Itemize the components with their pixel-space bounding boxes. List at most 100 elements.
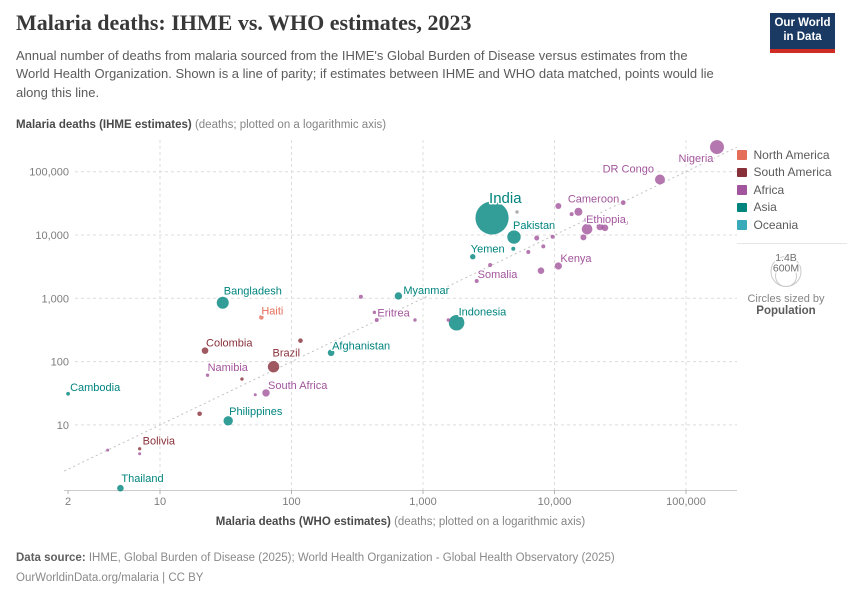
data-point-afghanistan[interactable]	[327, 349, 335, 357]
data-point[interactable]	[574, 207, 583, 216]
data-point-myanmar[interactable]	[394, 292, 403, 300]
data-point[interactable]	[584, 256, 589, 261]
country-label: Indonesia	[459, 307, 508, 319]
legend-item-asia[interactable]: Asia	[737, 199, 832, 217]
country-label: Pakistan	[513, 220, 555, 232]
data-point-ethiopia[interactable]	[581, 223, 593, 235]
data-point[interactable]	[526, 250, 531, 255]
data-point-haiti[interactable]	[259, 315, 264, 320]
data-point-indonesia[interactable]	[448, 314, 465, 331]
data-point[interactable]	[511, 246, 516, 251]
data-point-somalia[interactable]	[474, 278, 479, 283]
data-point[interactable]	[446, 318, 451, 322]
legend-item-africa[interactable]: Africa	[737, 181, 832, 199]
country-label: Nigeria	[679, 153, 715, 165]
legend-label: South America	[753, 165, 832, 180]
y-tick-label: 1,000	[41, 293, 69, 305]
legend-swatch	[737, 150, 747, 160]
footer-source: Data source: IHME, Global Burden of Dise…	[16, 552, 615, 564]
legend-swatch	[737, 202, 747, 212]
legend-label: Oceania	[753, 217, 799, 232]
footer-source-text: IHME, Global Burden of Disease (2025); W…	[85, 552, 615, 564]
data-point[interactable]	[541, 244, 546, 249]
data-point-bangladesh[interactable]	[216, 296, 229, 309]
data-point[interactable]	[298, 338, 303, 343]
country-label: Haiti	[261, 305, 283, 317]
data-point[interactable]	[555, 203, 562, 210]
data-point[interactable]	[488, 262, 493, 267]
data-point[interactable]	[584, 217, 590, 223]
data-point[interactable]	[197, 411, 202, 417]
data-point[interactable]	[624, 220, 629, 225]
legend-swatch	[737, 220, 747, 230]
country-label: Ethiopia	[586, 214, 627, 226]
country-label: Kenya	[560, 253, 592, 265]
data-point[interactable]	[580, 234, 587, 241]
data-point[interactable]	[550, 234, 555, 239]
country-label: Brazil	[273, 348, 301, 360]
data-point-colombia[interactable]	[201, 347, 209, 354]
chart-subtitle: Annual number of deaths from malaria sou…	[16, 48, 714, 100]
country-label: Yemen	[471, 244, 505, 256]
data-point[interactable]	[106, 448, 110, 452]
country-label: South Africa	[268, 380, 328, 392]
footer-license[interactable]: OurWorldinData.org/malaria | CC BY	[16, 572, 204, 584]
data-point-cameroon[interactable]	[620, 200, 626, 206]
legend-item-oceania[interactable]: Oceania	[737, 216, 832, 234]
data-point-thailand[interactable]	[117, 484, 124, 492]
size-legend-small-label: 600M	[773, 263, 799, 275]
owid-logo-line2: in Data	[783, 31, 822, 43]
legend-label: North America	[753, 147, 830, 162]
x-tick-label: 2	[65, 496, 71, 508]
continent-legend: North America South America Africa Asia Ocea…	[737, 146, 832, 234]
x-axis-title-bold: Malaria deaths (WHO estimates)	[215, 516, 391, 528]
page-title: Malaria deaths: IHME vs. WHO estimates, …	[16, 10, 472, 35]
data-point[interactable]	[138, 452, 142, 456]
data-point[interactable]	[515, 210, 519, 214]
y-tick-label: 10	[57, 420, 69, 432]
data-point[interactable]	[240, 377, 244, 381]
country-label: DR Congo	[603, 163, 654, 175]
data-point-india[interactable]	[475, 201, 509, 235]
data-point-dr-congo[interactable]	[654, 174, 665, 185]
data-point-namibia[interactable]	[205, 373, 210, 377]
data-point-nigeria[interactable]	[709, 140, 724, 155]
country-label: Afghanistan	[332, 341, 390, 353]
data-point[interactable]	[358, 294, 363, 299]
country-label: Myanmar	[403, 285, 449, 297]
size-legend-big-label: 1.4B	[775, 252, 797, 264]
x-tick-label: 100,000	[666, 496, 706, 508]
data-point-kenya[interactable]	[554, 262, 562, 270]
data-point[interactable]	[253, 393, 257, 397]
data-point-cambodia[interactable]	[66, 391, 70, 396]
data-point-bolivia[interactable]	[138, 447, 142, 451]
data-point[interactable]	[537, 267, 545, 274]
data-point-yemen[interactable]	[470, 254, 476, 260]
y-tick-label: 10,000	[35, 230, 69, 242]
x-tick-label: 10	[154, 496, 166, 508]
data-point[interactable]	[534, 235, 540, 241]
country-label: Eritrea	[377, 307, 410, 319]
data-point[interactable]	[374, 318, 379, 323]
data-point[interactable]	[413, 318, 417, 322]
data-point-south-africa[interactable]	[262, 389, 270, 397]
legend-item-north-america[interactable]: North America	[737, 146, 832, 164]
y-axis-title-note: (deaths; plotted on a logarithmic axis)	[191, 119, 387, 131]
x-axis-title-note: (deaths; plotted on a logarithmic axis)	[390, 516, 586, 528]
x-axis-title: Malaria deaths (WHO estimates) (deaths; …	[64, 516, 737, 528]
data-point-eritrea[interactable]	[372, 310, 377, 315]
owid-logo[interactable]: Our World in Data	[770, 13, 835, 53]
data-point[interactable]	[569, 212, 574, 217]
x-tick-label: 100	[282, 496, 300, 508]
legend-label: Africa	[753, 182, 785, 197]
country-label: Cameroon	[568, 194, 619, 206]
legend-item-south-america[interactable]: South America	[737, 164, 832, 182]
data-point-philippines[interactable]	[223, 416, 233, 426]
data-point[interactable]	[601, 224, 609, 232]
legend-divider	[737, 243, 847, 244]
legend-swatch	[737, 185, 747, 195]
y-axis-title: Malaria deaths (IHME estimates) (deaths;…	[16, 119, 386, 131]
legend-swatch	[737, 167, 747, 177]
data-point-pakistan[interactable]	[507, 230, 521, 244]
data-point-brazil[interactable]	[267, 361, 280, 373]
